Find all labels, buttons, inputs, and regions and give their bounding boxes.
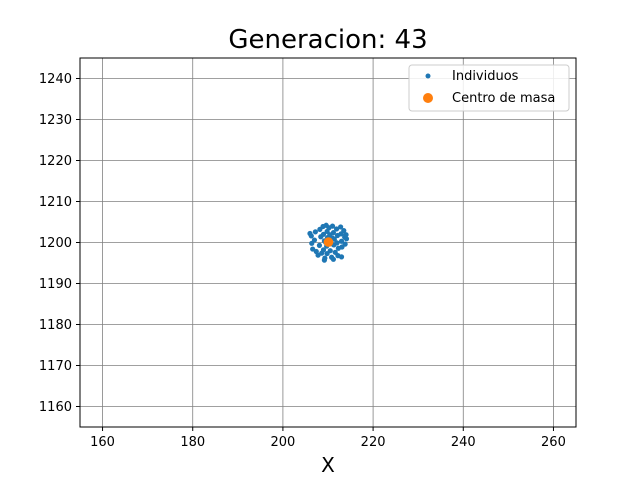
legend-box	[408, 64, 570, 112]
individuo-point	[343, 232, 349, 238]
data-points	[307, 222, 350, 263]
individuo-point	[320, 247, 327, 253]
y-tick-label: 1190	[39, 277, 72, 292]
legend: Individuos Centro de masa	[408, 64, 570, 112]
x-tick-label: 240	[451, 435, 476, 450]
axis-ticks: 160 180 200 220 240 260 1160 1170 1180 1190 1200 12…	[39, 72, 566, 450]
y-tick-label: 1220	[39, 154, 72, 169]
individuo-point	[311, 237, 318, 243]
x-axis-label: X	[321, 453, 335, 477]
x-tick-label: 160	[90, 435, 115, 450]
legend-label-centro-de-masa: Centro de masa	[452, 91, 555, 106]
y-tick-label: 1240	[39, 72, 72, 87]
individuo-point	[320, 231, 327, 237]
x-tick-label: 260	[541, 435, 566, 450]
individuo-point	[330, 230, 337, 236]
legend-marker-centro-de-masa	[423, 93, 433, 103]
individuo-point	[321, 257, 327, 263]
legend-label-individuos: Individuos	[452, 69, 519, 84]
individuo-point	[334, 240, 340, 246]
individuo-point	[343, 236, 350, 242]
individuo-point	[330, 256, 337, 262]
grid-lines	[80, 58, 576, 427]
individuo-point	[312, 229, 318, 235]
y-tick-label: 1200	[39, 236, 72, 251]
y-tick-label: 1180	[39, 318, 72, 333]
individuo-point	[333, 226, 340, 232]
individuo-point	[338, 224, 344, 230]
individuo-point	[338, 254, 345, 260]
individuo-point	[342, 241, 348, 247]
x-tick-label: 200	[270, 435, 295, 450]
chart-title: Generacion: 43	[228, 25, 427, 55]
centro-de-masa-point	[323, 237, 334, 247]
y-tick-label: 1170	[39, 359, 72, 374]
individuo-point	[308, 233, 314, 239]
x-tick-label: 180	[180, 435, 205, 450]
individuo-point	[338, 238, 345, 244]
individuo-point	[329, 223, 336, 229]
x-tick-label: 220	[361, 435, 386, 450]
y-tick-label: 1160	[39, 400, 72, 415]
y-tick-label: 1230	[39, 113, 72, 128]
y-tick-label: 1210	[39, 195, 72, 210]
individuo-point	[341, 228, 347, 234]
individuo-point	[316, 242, 323, 248]
individuo-point	[327, 248, 333, 254]
legend-marker-individuos	[425, 73, 431, 79]
